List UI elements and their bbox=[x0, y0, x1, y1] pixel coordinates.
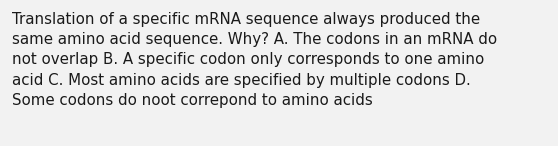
Text: Translation of a specific mRNA sequence always produced the
same amino acid sequ: Translation of a specific mRNA sequence … bbox=[12, 12, 497, 108]
